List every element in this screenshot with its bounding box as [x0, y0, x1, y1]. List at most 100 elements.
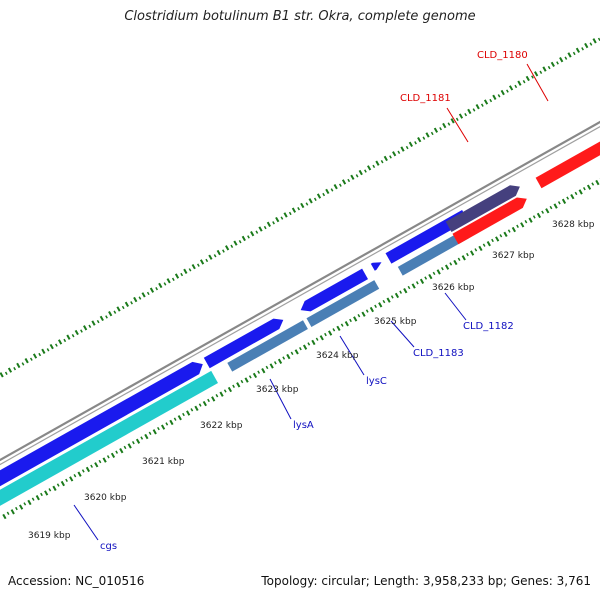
scale-label: 3623 kbp — [256, 385, 299, 395]
tick-mark — [492, 94, 497, 100]
tick-mark — [449, 262, 453, 266]
scale-label: 3626 kbp — [432, 283, 475, 293]
tick-mark — [575, 47, 581, 53]
tick-mark — [407, 285, 411, 290]
tick-mark — [108, 311, 113, 317]
tick-mark — [32, 353, 38, 359]
tick-mark — [106, 455, 110, 459]
tick-mark — [589, 42, 593, 46]
tick-mark — [211, 396, 216, 402]
tick-mark — [330, 188, 334, 192]
gene-forward — [203, 318, 284, 369]
tick-mark — [394, 292, 400, 299]
tick-mark — [414, 141, 417, 145]
tick-mark — [180, 272, 184, 277]
tick-mark — [188, 268, 192, 272]
scale-label: 3625 kbp — [374, 317, 417, 327]
tick-mark — [41, 348, 46, 354]
tick-mark — [516, 224, 519, 229]
tick-mark — [353, 316, 358, 322]
tick-mark — [441, 267, 444, 271]
gene-lysA — [227, 320, 308, 372]
gene-label-CLD_1181: CLD_1181 — [400, 93, 451, 104]
tick-mark — [275, 216, 280, 223]
tick-mark — [182, 412, 185, 417]
gene-forward — [0, 361, 203, 487]
gene-forward — [300, 268, 368, 312]
tick-mark — [549, 205, 553, 210]
tick-mark — [374, 304, 377, 308]
tick-mark — [133, 296, 138, 303]
label-leader — [269, 378, 292, 420]
tick-mark — [430, 131, 434, 136]
tick-mark — [223, 389, 227, 393]
tick-mark — [447, 122, 451, 126]
tick-mark — [582, 187, 586, 191]
tick-mark — [480, 103, 484, 107]
gene-purple — [445, 185, 520, 232]
tick-mark — [244, 377, 249, 383]
tick-mark — [369, 306, 374, 313]
tick-mark — [361, 311, 366, 317]
tick-mark — [299, 346, 302, 351]
tick-mark — [378, 302, 383, 308]
tick-mark — [91, 320, 96, 326]
tick-mark — [400, 146, 405, 152]
tick-mark — [455, 117, 459, 122]
tick-mark — [499, 234, 503, 238]
tick-mark — [545, 208, 550, 214]
tick-mark — [595, 179, 600, 186]
gene-label-CLD_1183: CLD_1183 — [413, 348, 464, 359]
tick-mark — [116, 306, 121, 312]
tick-mark — [272, 221, 275, 225]
tick-mark — [591, 182, 595, 186]
tick-mark — [315, 337, 319, 341]
tick-mark — [491, 238, 494, 243]
tick-mark — [566, 196, 570, 200]
tick-mark — [166, 278, 171, 284]
tick-mark — [227, 386, 233, 393]
tick-mark — [556, 61, 559, 65]
tick-mark — [436, 269, 441, 275]
tick-mark — [350, 174, 355, 180]
scale-label: 3620 kbp — [84, 493, 127, 503]
tick-mark — [225, 245, 230, 251]
tick-mark — [297, 207, 300, 211]
tick-mark — [592, 38, 597, 44]
tick-mark — [508, 85, 514, 91]
tick-mark — [389, 155, 392, 159]
tick-mark — [273, 361, 277, 365]
backbone-line — [0, 120, 600, 462]
tick-mark — [567, 52, 572, 58]
tick-mark — [336, 325, 341, 332]
tick-mark — [340, 323, 344, 327]
tick-mark — [572, 51, 576, 56]
tick-mark — [307, 342, 311, 346]
tick-mark — [46, 348, 50, 352]
tick-mark — [486, 241, 491, 247]
gene-label-lysC: lysC — [366, 376, 387, 387]
scale-label: 3621 kbp — [142, 457, 185, 467]
tick-mark — [532, 215, 536, 219]
tick-mark — [500, 89, 505, 96]
tick-mark — [534, 71, 539, 77]
gene-cgs — [0, 370, 218, 506]
tick-mark — [341, 179, 347, 185]
tick-mark — [60, 480, 65, 487]
tick-mark — [196, 263, 200, 267]
tick-mark — [146, 291, 150, 296]
tick-mark — [263, 225, 267, 230]
tick-mark — [57, 339, 63, 345]
tick-mark — [130, 301, 133, 305]
tick-mark — [31, 497, 35, 501]
tick-mark — [358, 169, 363, 176]
gene-label-cgs: cgs — [100, 541, 117, 552]
inner-tick-ring — [2, 178, 600, 520]
tick-mark — [475, 104, 480, 110]
tick-mark — [408, 141, 413, 148]
tick-mark — [73, 473, 77, 478]
tick-mark — [466, 252, 469, 257]
tick-mark — [174, 273, 180, 279]
tick-mark — [269, 363, 274, 369]
tick-mark — [288, 211, 292, 216]
